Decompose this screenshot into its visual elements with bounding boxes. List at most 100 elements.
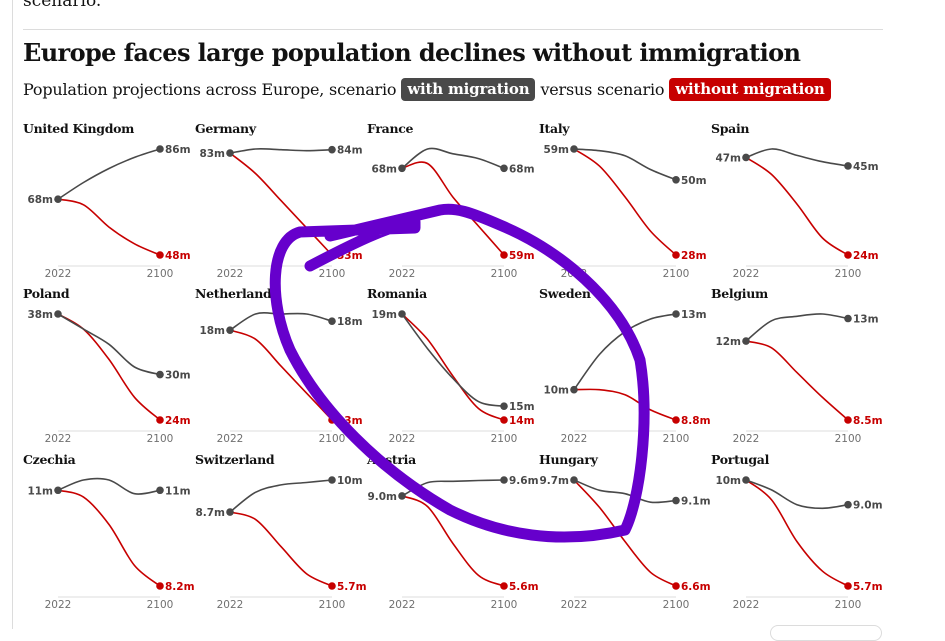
end-point-with-migration: [844, 314, 852, 323]
end-value-label-without-migration: 28m: [681, 250, 707, 262]
end-value-label-without-migration: 24m: [165, 415, 191, 427]
panel-title: Switzerland: [195, 452, 275, 467]
end-value-label-without-migration: 8.2m: [165, 581, 195, 593]
start-value-label: 12m: [715, 336, 741, 348]
end-point-with-migration: [156, 370, 164, 379]
start-value-label: 68m: [371, 163, 397, 175]
end-value-label-with-migration: 84m: [337, 145, 363, 157]
x-tick-label: 2100: [835, 599, 862, 611]
x-tick-label: 2100: [835, 268, 862, 280]
end-value-label-with-migration: 9.0m: [853, 500, 883, 512]
start-value-label: 18m: [199, 325, 225, 337]
start-point: [226, 149, 234, 157]
end-point-with-migration: [672, 175, 680, 184]
panel-portugal: Portugal 2022 2100 10m 9.0m 5.7m: [711, 452, 883, 611]
series-line-without-migration: [401, 495, 505, 587]
series-line-with-migration: [57, 148, 161, 200]
end-value-label-without-migration: 14m: [509, 415, 535, 427]
scroll-button[interactable]: [770, 625, 882, 641]
start-point: [570, 145, 578, 153]
end-value-label-without-migration: 8.8m: [681, 415, 711, 427]
section-divider: [23, 29, 883, 30]
start-point: [226, 326, 234, 334]
series-line-without-migration: [573, 388, 677, 421]
start-value-label: 10m: [543, 385, 569, 397]
end-value-label-with-migration: 68m: [509, 163, 535, 175]
series-line-with-migration: [229, 479, 333, 513]
start-value-label: 59m: [543, 144, 569, 156]
panel-france: France 2022 2100 68m 68m 59m: [367, 121, 535, 280]
x-tick-label: 2100: [319, 268, 346, 280]
series-line-with-migration: [745, 148, 849, 167]
panel-czechia: Czechia 2022 2100 11m 11m 8.2m: [23, 452, 195, 611]
start-value-label: 38m: [27, 309, 53, 321]
x-tick-label: 2022: [561, 599, 588, 611]
end-value-label-with-migration: 45m: [853, 161, 879, 173]
chart-subtitle: Population projections across Europe, sc…: [23, 78, 831, 101]
end-point-with-migration: [328, 145, 336, 154]
panel-title: Italy: [539, 121, 570, 136]
x-tick-label: 2100: [319, 433, 346, 445]
end-value-label-without-migration: 24m: [853, 250, 879, 262]
series-line-without-migration: [745, 340, 849, 421]
series-line-with-migration: [57, 313, 161, 376]
end-point-with-migration: [844, 162, 852, 170]
end-point-without-migration: [844, 416, 852, 424]
start-point: [54, 310, 62, 318]
series-line-without-migration: [745, 156, 849, 256]
series-line-without-migration: [229, 329, 333, 421]
end-point-with-migration: [156, 145, 164, 153]
start-point: [742, 337, 750, 345]
end-value-label-with-migration: 18m: [337, 316, 363, 328]
series-line-without-migration: [573, 148, 677, 256]
x-tick-label: 2100: [491, 433, 518, 445]
x-tick-label: 2100: [319, 599, 346, 611]
x-tick-label: 2022: [389, 268, 416, 280]
series-line-without-migration: [401, 313, 505, 421]
end-value-label-with-migration: 13m: [853, 314, 879, 326]
x-tick-label: 2022: [217, 599, 244, 611]
x-tick-label: 2100: [835, 433, 862, 445]
series-line-with-migration: [401, 313, 505, 407]
series-line-with-migration: [745, 313, 849, 342]
x-tick-label: 2100: [491, 268, 518, 280]
x-tick-label: 2022: [389, 599, 416, 611]
start-point: [742, 153, 750, 162]
previous-paragraph-tail: scenario.: [23, 0, 102, 11]
start-value-label: 9.7m: [539, 475, 569, 487]
start-point: [398, 492, 406, 500]
end-value-label-without-migration: 5.7m: [853, 581, 883, 593]
end-value-label-without-migration: 48m: [165, 250, 191, 262]
end-value-label-without-migration: 8.5m: [853, 415, 883, 427]
end-value-label-with-migration: 9.1m: [681, 496, 711, 508]
start-value-label: 47m: [715, 152, 741, 164]
start-point: [570, 476, 578, 484]
series-line-without-migration: [57, 489, 161, 587]
start-point: [226, 508, 234, 516]
end-value-label-with-migration: 9.6m: [509, 475, 539, 487]
end-point-without-migration: [672, 251, 680, 259]
x-tick-label: 2022: [733, 599, 760, 611]
end-point-without-migration: [672, 582, 680, 590]
start-value-label: 8.7m: [195, 507, 225, 519]
series-line-without-migration: [229, 511, 333, 587]
end-point-without-migration: [500, 416, 508, 424]
end-value-label-with-migration: 15m: [509, 401, 535, 413]
end-point-with-migration: [328, 317, 336, 325]
end-point-without-migration: [844, 582, 852, 590]
start-point: [54, 195, 62, 204]
panel-title: Portugal: [711, 452, 770, 467]
end-point-without-migration: [500, 251, 508, 259]
start-point: [398, 310, 406, 318]
chart-title: Europe faces large population declines w…: [23, 38, 801, 67]
start-value-label: 19m: [371, 309, 397, 321]
panel-poland: Poland 2022 2100 38m 30m 24m: [23, 286, 191, 445]
end-point-with-migration: [500, 402, 508, 410]
series-line-with-migration: [573, 479, 677, 504]
end-point-without-migration: [844, 251, 852, 259]
panel-romania: Romania 2022 2100 19m 15m 14m: [367, 286, 535, 445]
start-value-label: 11m: [27, 485, 53, 497]
series-line-without-migration: [401, 161, 505, 256]
series-line-without-migration: [573, 479, 677, 587]
